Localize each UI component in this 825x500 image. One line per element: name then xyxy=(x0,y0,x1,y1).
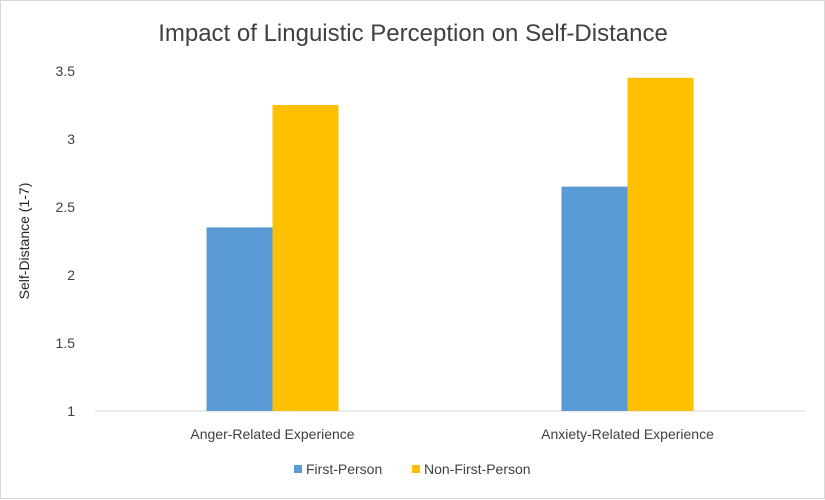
y-axis-ticks: 1 1.5 2 2.5 3 3.5 xyxy=(56,63,76,419)
y-tick-label: 1 xyxy=(67,403,75,419)
legend-label: Non-First-Person xyxy=(424,461,531,477)
y-tick-label: 3.5 xyxy=(56,63,76,79)
y-tick-label: 3 xyxy=(67,131,75,147)
y-axis-label: Self-Distance (1-7) xyxy=(16,183,32,300)
legend-swatch xyxy=(294,465,302,473)
bar-first-person-1 xyxy=(561,186,628,411)
category-labels: Anger-Related Experience Anxiety-Related … xyxy=(190,426,714,442)
legend-label: First-Person xyxy=(306,461,382,477)
category-label: Anger-Related Experience xyxy=(190,426,354,442)
y-tick-label: 1.5 xyxy=(56,335,76,351)
y-tick-label: 2.5 xyxy=(56,199,76,215)
chart-title: Impact of Linguistic Perception on Self-… xyxy=(158,20,668,47)
y-tick-label: 2 xyxy=(67,267,75,283)
legend-swatch xyxy=(412,465,420,473)
bars-group xyxy=(206,77,694,412)
bar-non-first-person-0 xyxy=(272,105,339,411)
bar-first-person-0 xyxy=(206,227,273,411)
legend: First-Person Non-First-Person xyxy=(294,461,531,477)
category-label: Anxiety-Related Experience xyxy=(541,426,714,442)
bar-non-first-person-1 xyxy=(627,77,694,412)
